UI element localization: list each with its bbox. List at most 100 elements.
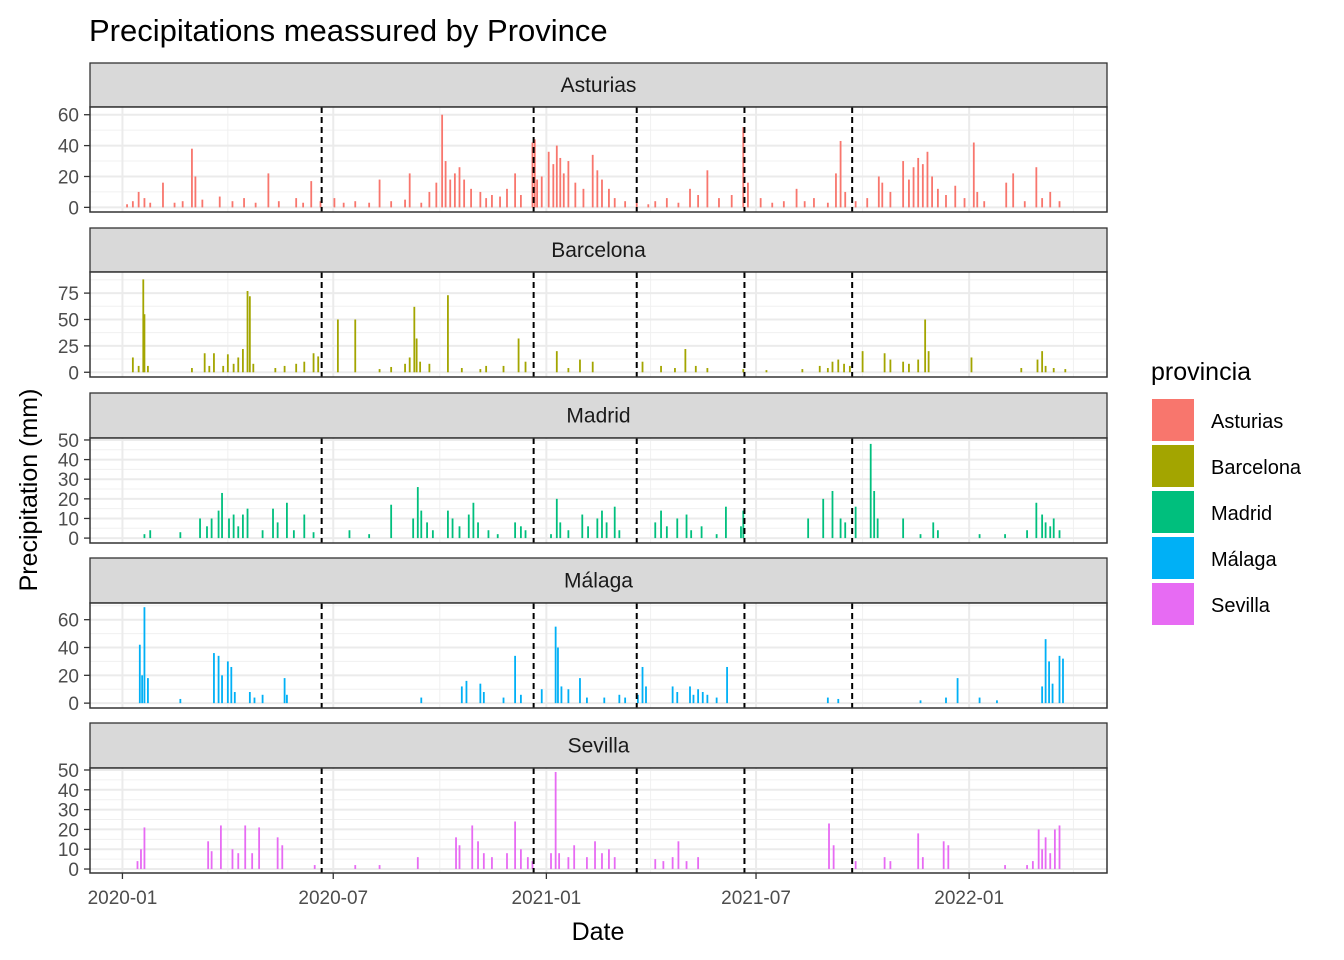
precipitation-bar [1058, 201, 1061, 208]
precipitation-bar [276, 837, 279, 870]
precipitation-bar [782, 201, 785, 208]
precipitation-bar [348, 530, 351, 539]
precipitation-bar [531, 861, 534, 870]
precipitation-bar [428, 363, 431, 373]
precipitation-bar [927, 351, 930, 373]
precipitation-bar [1062, 658, 1064, 704]
precipitation-bar [674, 368, 676, 373]
precipitation-bar [472, 502, 475, 539]
precipitation-bar [1031, 861, 1034, 870]
precipitation-bar [936, 530, 939, 539]
precipitation-bar [499, 196, 501, 208]
precipitation-bar [319, 201, 322, 208]
precipitation-bar [222, 365, 225, 373]
precipitation-bar [317, 356, 320, 373]
precipitation-bar [662, 861, 665, 870]
precipitation-bar [244, 825, 247, 870]
precipitation-bar [919, 700, 922, 704]
precipitation-bar [1058, 825, 1061, 870]
precipitation-bar [181, 201, 184, 208]
precipitation-bar [676, 692, 679, 704]
precipitation-bar [706, 368, 709, 373]
precipitation-bar [404, 363, 406, 373]
precipitation-bar [378, 865, 381, 870]
precipitation-bar [333, 198, 336, 208]
precipitation-bar [276, 522, 279, 539]
precipitation-bar [963, 198, 966, 208]
precipitation-bar [684, 349, 687, 373]
precipitation-bar [694, 365, 697, 373]
y-tick-label: 50 [58, 761, 79, 782]
y-tick-label: 0 [68, 529, 79, 550]
y-tick-label: 30 [58, 470, 79, 491]
precipitation-bar [487, 530, 490, 539]
x-axis: 2020-01 2020-07 2021-01 2021-07 2022-01 [88, 873, 1004, 909]
precipitation-bar [267, 173, 270, 208]
precipitation-bar [143, 198, 146, 208]
precipitation-bar [295, 363, 298, 373]
legend-key-asturias [1152, 399, 1194, 441]
y-tick-label: 20 [58, 666, 79, 687]
precipitation-bar [1052, 368, 1055, 373]
precipitation-bar [179, 698, 182, 704]
x-tick-label: 2021-07 [721, 888, 791, 909]
precipitation-bar [283, 678, 286, 704]
bar-series [131, 279, 1067, 373]
precipitation-bar [274, 368, 277, 373]
y-tick-label: 0 [68, 198, 79, 219]
precipitation-bar [194, 176, 197, 208]
precipitation-bar [972, 142, 975, 208]
precipitation-bar [567, 689, 570, 704]
precipitation-bar [213, 353, 215, 373]
precipitation-bar [354, 319, 357, 373]
precipitation-bar [217, 655, 220, 704]
precipitation-bar [470, 188, 472, 208]
precipitation-bar [140, 849, 142, 870]
precipitation-bar [848, 365, 851, 373]
precipitation-bar [138, 644, 141, 704]
bar-series [136, 771, 1061, 870]
precipitation-bar [647, 204, 650, 208]
precipitation-bar [854, 201, 857, 208]
precipitation-bar [586, 857, 588, 870]
y-tick-label: 0 [68, 694, 79, 715]
precipitation-bar [272, 508, 274, 539]
precipitation-bar [826, 697, 829, 704]
precipitation-bar [1026, 530, 1028, 539]
precipitation-bar [601, 510, 603, 539]
precipitation-bar [221, 492, 223, 539]
precipitation-bar [996, 700, 998, 704]
precipitation-bar [524, 361, 527, 373]
y-tick-label: 20 [58, 167, 79, 188]
precipitation-bar [635, 202, 638, 208]
precipitation-bar [715, 534, 718, 539]
legend-key-malaga [1152, 537, 1194, 579]
precipitation-bar [1035, 502, 1038, 539]
facet-strip [89, 392, 1108, 439]
precipitation-bar [671, 686, 674, 704]
precipitation-bar [1041, 351, 1044, 373]
precipitation-bar [596, 170, 599, 208]
legend: provincia Asturias Barcelona Madrid Málaga S… [1151, 358, 1302, 625]
precipitation-bar [645, 686, 647, 704]
precipitation-bar [416, 487, 419, 539]
precipitation-bar [861, 351, 864, 373]
precipitation-bar [759, 198, 762, 208]
precipitation-bar [912, 167, 915, 208]
precipitation-bar [451, 518, 454, 539]
precipitation-bar [726, 666, 728, 704]
precipitation-bar [742, 510, 745, 539]
precipitation-bar [243, 198, 245, 208]
precipitation-bar [839, 518, 842, 539]
bar-series [143, 443, 1061, 539]
precipitation-bar [919, 534, 922, 539]
precipitation-bar [671, 857, 674, 870]
facet-malaga: Málaga 0 20 40 60 [58, 557, 1108, 715]
precipitation-bar [143, 314, 146, 373]
precipitation-bar [226, 354, 229, 373]
precipitation-bar [881, 182, 884, 208]
precipitation-bar [826, 202, 829, 208]
precipitation-bar [283, 365, 286, 373]
y-tick-label: 60 [58, 106, 79, 127]
precipitation-bar [676, 518, 679, 539]
